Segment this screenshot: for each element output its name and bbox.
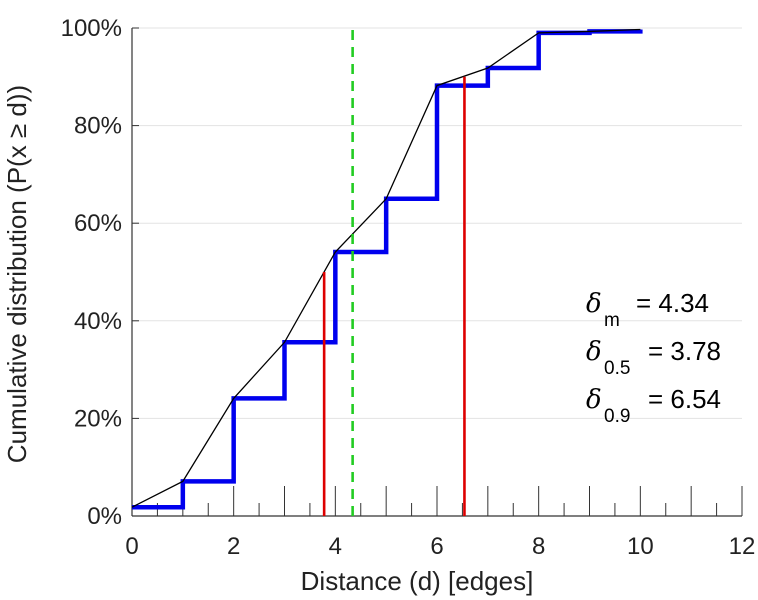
delta-subscript: m xyxy=(604,310,620,331)
delta-subscript: 0.5 xyxy=(604,358,630,379)
y-tick-label: 40% xyxy=(74,308,122,335)
delta-symbol: δ xyxy=(586,385,602,415)
y-tick-label: 20% xyxy=(74,405,122,432)
delta-subscript: 0.9 xyxy=(604,406,630,427)
delta-value: = 6.54 xyxy=(648,384,721,414)
x-tick-label: 12 xyxy=(729,533,756,560)
tick-labels: 0% 20% 40% 60% 80% 100% 0 2 4 6 8 10 12 xyxy=(61,15,756,560)
stats-annotations: δ m = 4.34 δ 0.5 = 3.78 δ 0.9 = 6.54 xyxy=(586,288,721,427)
delta-value: = 4.34 xyxy=(636,288,709,318)
delta-symbol: δ xyxy=(586,337,602,367)
annotation-delta-0-9: δ 0.9 = 6.54 xyxy=(586,384,721,427)
y-tick-label: 100% xyxy=(61,15,122,42)
x-tick-label: 2 xyxy=(227,533,240,560)
delta-value: = 3.78 xyxy=(648,336,721,366)
grid-lines xyxy=(132,27,742,419)
axes xyxy=(131,27,743,517)
y-tick-label: 80% xyxy=(74,113,122,140)
y-tick-label: 60% xyxy=(74,210,122,237)
x-axis-title: Distance (d) [edges] xyxy=(301,566,534,596)
x-tick-label: 4 xyxy=(329,533,342,560)
x-tick-label: 8 xyxy=(532,533,545,560)
y-tick-label: 0% xyxy=(87,503,122,530)
x-tick-label: 10 xyxy=(627,533,654,560)
y-axis-title: Cumulative distribution (P(x ≥ d)) xyxy=(2,85,32,463)
annotation-delta-0-5: δ 0.5 = 3.78 xyxy=(586,336,721,379)
step-series-line xyxy=(132,29,643,510)
x-tick-label: 0 xyxy=(125,533,138,560)
data-series xyxy=(131,28,643,516)
x-tick-label: 6 xyxy=(430,533,443,560)
interpolated-series-line xyxy=(131,28,641,508)
annotation-delta-m: δ m = 4.34 xyxy=(586,288,709,331)
delta-symbol: δ xyxy=(586,289,602,319)
